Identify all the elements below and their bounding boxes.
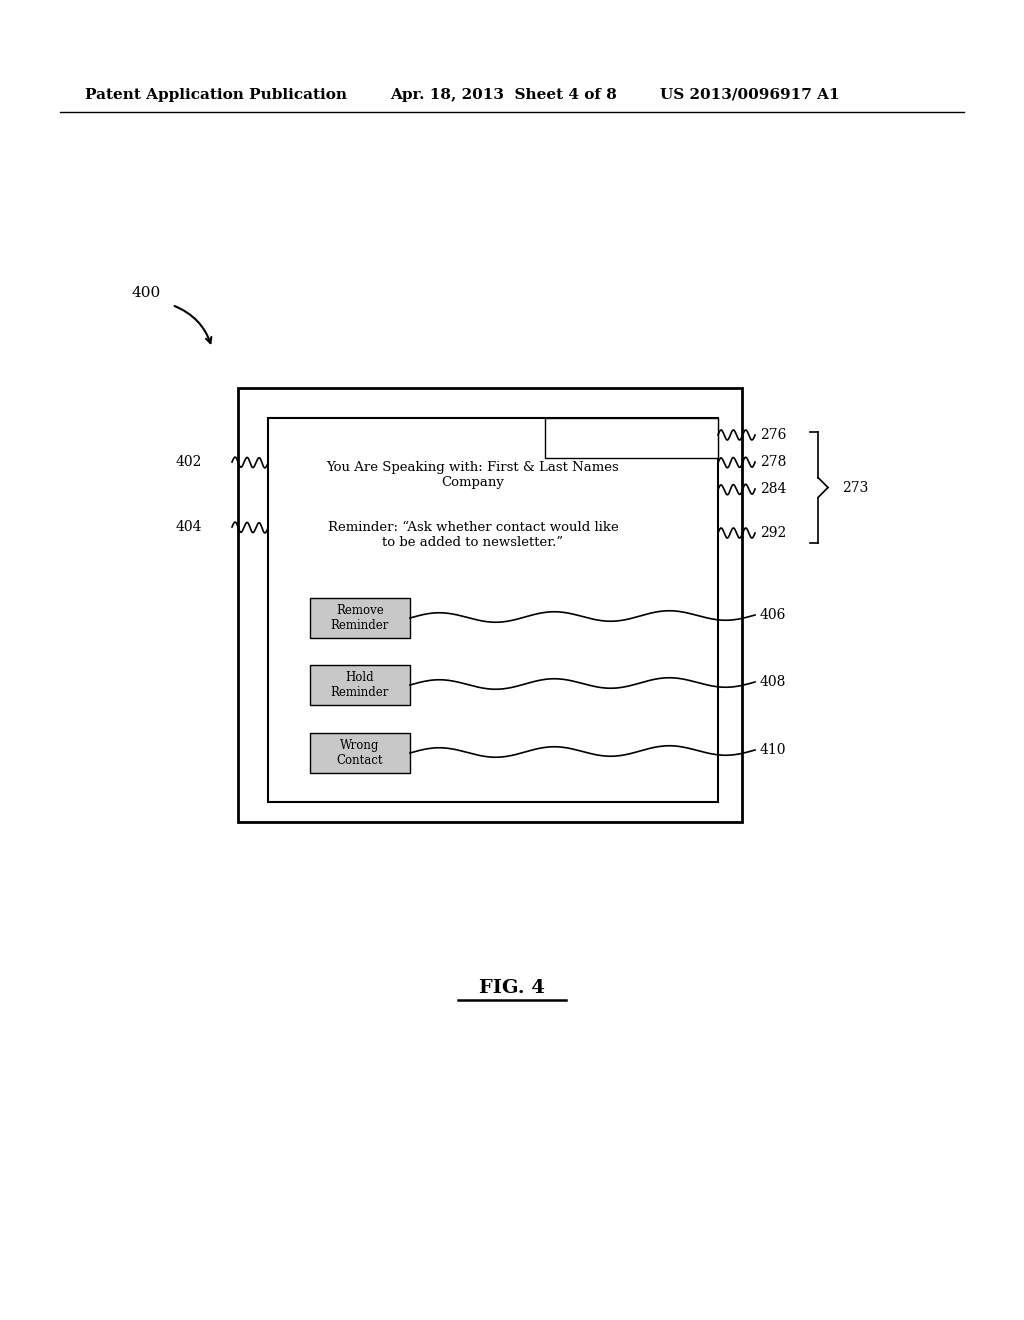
Text: 278: 278 xyxy=(760,455,786,469)
Text: US 2013/0096917 A1: US 2013/0096917 A1 xyxy=(660,88,840,102)
FancyBboxPatch shape xyxy=(310,598,410,638)
FancyBboxPatch shape xyxy=(310,665,410,705)
Bar xyxy=(268,418,718,803)
Text: 284: 284 xyxy=(760,482,786,496)
Text: FIG. 4: FIG. 4 xyxy=(479,979,545,997)
Text: Apr. 18, 2013  Sheet 4 of 8: Apr. 18, 2013 Sheet 4 of 8 xyxy=(390,88,616,102)
Bar xyxy=(545,418,718,458)
Text: 408: 408 xyxy=(760,675,786,689)
Bar xyxy=(238,388,742,822)
FancyBboxPatch shape xyxy=(310,733,410,774)
Text: 404: 404 xyxy=(175,520,202,535)
Text: Reminder: “Ask whether contact would like
to be added to newsletter.”: Reminder: “Ask whether contact would lik… xyxy=(328,521,618,549)
Text: 400: 400 xyxy=(132,286,161,300)
Text: You Are Speaking with: First & Last Names
Company: You Are Speaking with: First & Last Name… xyxy=(327,461,620,488)
Text: 410: 410 xyxy=(760,743,786,756)
Text: Hold
Reminder: Hold Reminder xyxy=(331,671,389,700)
Text: Remove
Reminder: Remove Reminder xyxy=(331,605,389,632)
Text: 406: 406 xyxy=(760,609,786,622)
Text: Patent Application Publication: Patent Application Publication xyxy=(85,88,347,102)
Text: 273: 273 xyxy=(842,480,868,495)
Text: Wrong
Contact: Wrong Contact xyxy=(337,739,383,767)
Text: 276: 276 xyxy=(760,428,786,442)
Text: 402: 402 xyxy=(176,455,202,469)
Text: 292: 292 xyxy=(760,525,786,540)
